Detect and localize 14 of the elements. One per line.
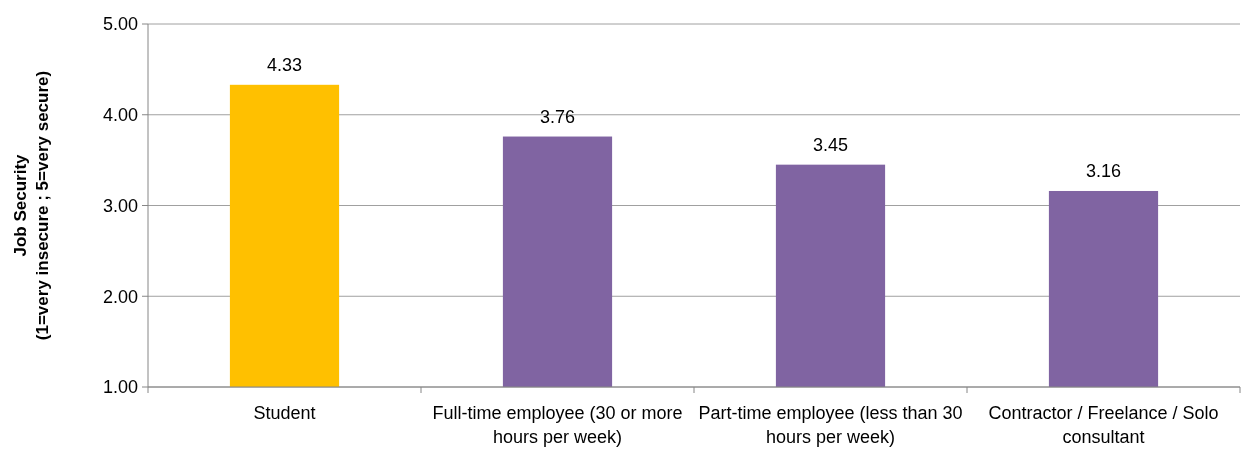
data-label: 3.76 [539,106,576,127]
y-tick-label: 5.00 [102,14,138,35]
x-tick-label: Part-time employee (less than 30 hours per week) [698,403,963,447]
x-tick-label: Student [253,403,316,423]
x-tick-label: Full-time employee (30 or more hours per week) [432,403,683,447]
y-tick-label: 2.00 [102,286,138,307]
y-tick-label: 4.00 [102,105,138,126]
data-label: 4.33 [266,54,303,75]
x-tick-label: Contractor / Freelance / Solo consultant [988,403,1219,447]
y-tick-label: 3.00 [102,195,138,216]
y-tick-label: 1.00 [102,377,138,398]
y-axis-title: Job Security (1=very insecure ; 5=very secure) [11,70,52,341]
data-label: 3.16 [1085,160,1122,181]
data-label: 3.45 [812,134,849,155]
